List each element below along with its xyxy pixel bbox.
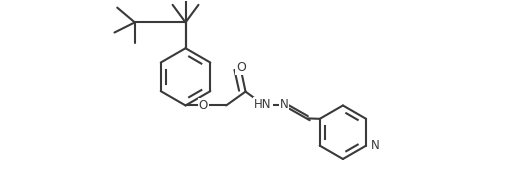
- Text: O: O: [236, 61, 246, 74]
- Text: N: N: [279, 98, 288, 111]
- Text: O: O: [199, 99, 208, 112]
- Text: N: N: [371, 139, 380, 152]
- Text: HN: HN: [254, 98, 272, 111]
